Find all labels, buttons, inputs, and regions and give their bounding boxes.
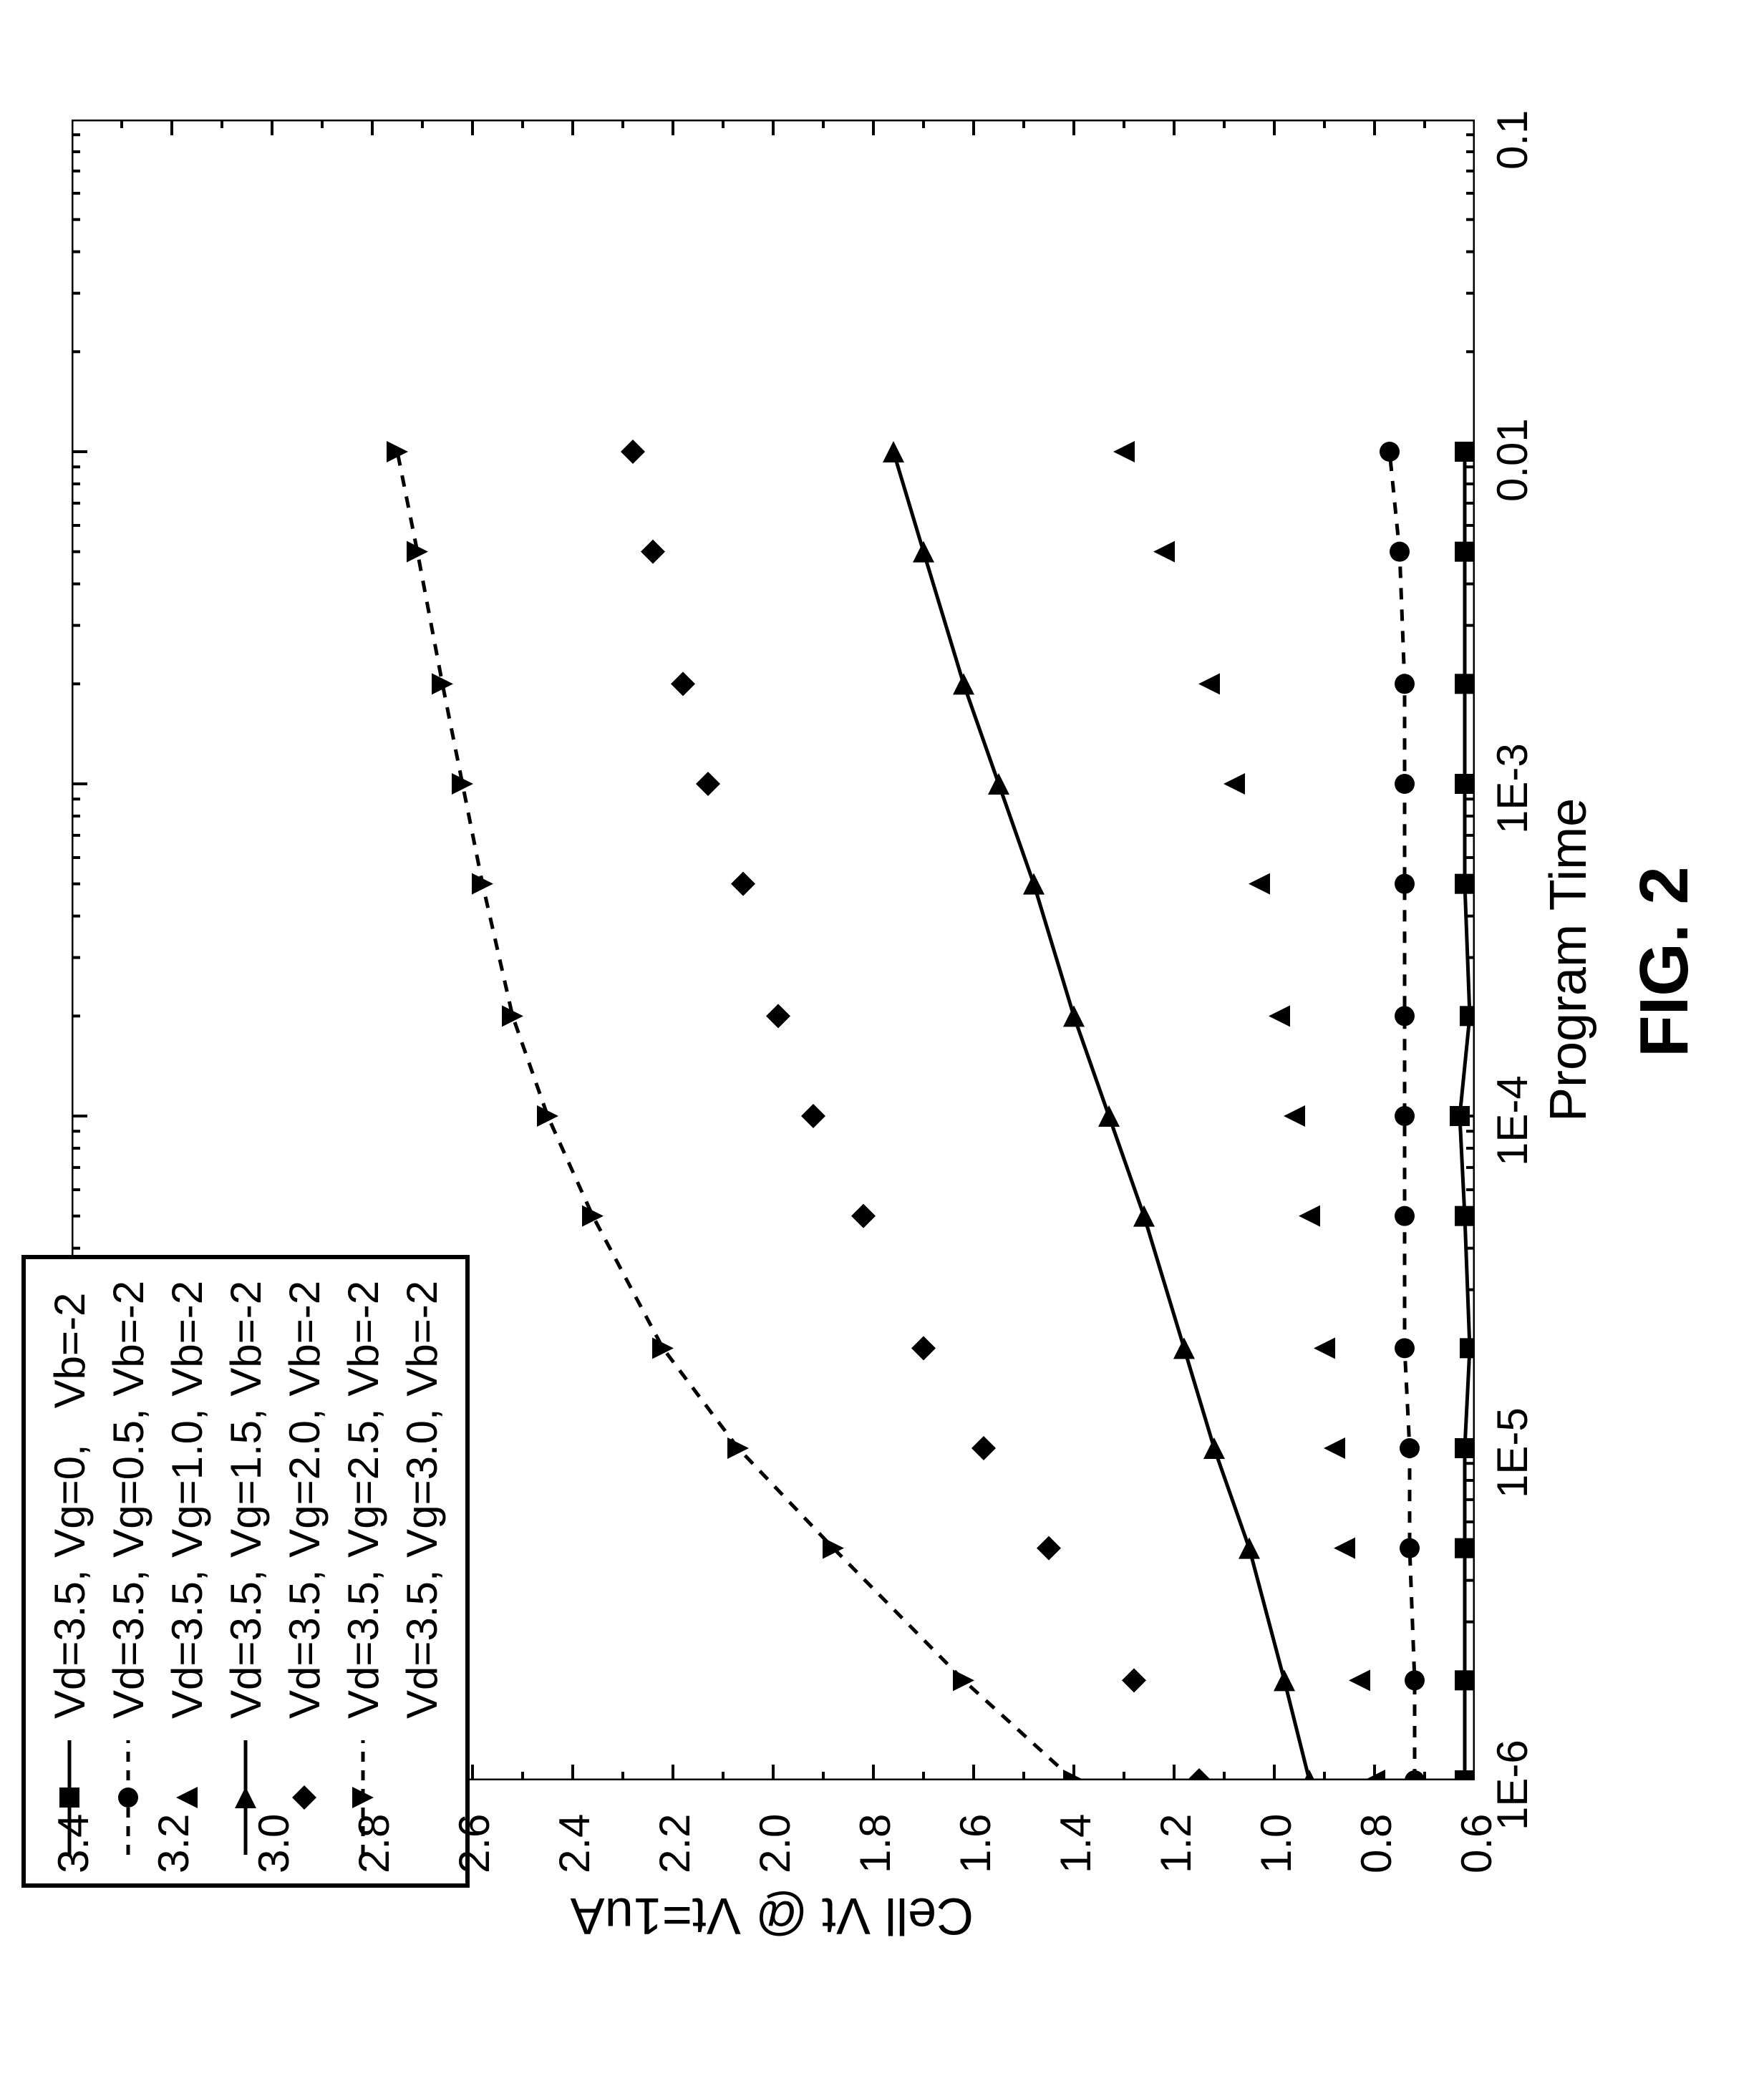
y-tick-label: 3.2 xyxy=(149,1814,198,1873)
series-s4 xyxy=(621,440,1211,1780)
series-s1 xyxy=(1380,442,1425,1780)
y-tick-label: 0.6 xyxy=(1452,1814,1501,1873)
x-tick-label: 0.1 xyxy=(1488,110,1537,170)
y-tick-label: 1.8 xyxy=(850,1814,900,1873)
legend-row: Vd=3.5, Vg=3.0, Vb=-2 xyxy=(392,1281,451,1862)
legend-box: Vd=3.5, Vg=0, Vb=-2Vd=3.5, Vg=0.5, Vb=-2… xyxy=(21,1255,470,1888)
legend-row: Vd=3.5, Vg=0, Vb=-2 xyxy=(40,1281,99,1862)
legend-label: Vd=3.5, Vg=2.0, Vb=-2 xyxy=(280,1281,329,1719)
legend-label: Vd=3.5, Vg=0, Vb=-2 xyxy=(45,1293,94,1719)
y-tick-label: 3.4 xyxy=(49,1814,98,1873)
legend-row: Vd=3.5, Vg=2.5, Vb=-2 xyxy=(334,1281,392,1862)
y-tick-label: 1.4 xyxy=(1051,1814,1100,1873)
figure-caption: FIG. 2 xyxy=(1625,866,1704,1057)
legend-label: Vd=3.5, Vg=1.0, Vb=-2 xyxy=(163,1281,212,1719)
page-canvas: Cell Vt @ Vt=1uA Program Time Vd=3.5, Vg… xyxy=(0,0,1764,2081)
y-tick-label: 2.8 xyxy=(349,1814,399,1873)
y-tick-label: 2.2 xyxy=(650,1814,699,1873)
legend-label: Vd=3.5, Vg=0.5, Vb=-2 xyxy=(104,1281,153,1719)
legend-label: Vd=3.5, Vg=1.5, Vb=-2 xyxy=(221,1281,271,1719)
legend-label: Vd=3.5, Vg=2.5, Vb=-2 xyxy=(339,1281,388,1719)
y-tick-label: 1.6 xyxy=(951,1814,1000,1873)
series-s3 xyxy=(883,441,1320,1780)
page-rotated: Cell Vt @ Vt=1uA Program Time Vd=3.5, Vg… xyxy=(0,317,1764,2081)
y-tick-label: 2.6 xyxy=(450,1814,499,1873)
legend-label: Vd=3.5, Vg=3.0, Vb=-2 xyxy=(397,1281,447,1719)
y-tick-label: 1.2 xyxy=(1151,1814,1201,1873)
x-tick-label: 1E-3 xyxy=(1488,743,1537,834)
y-tick-label: 1.0 xyxy=(1251,1814,1301,1873)
legend-row: Vd=3.5, Vg=1.0, Vb=-2 xyxy=(158,1281,216,1862)
series-s2 xyxy=(1113,441,1385,1780)
y-axis-label: Cell Vt @ Vt=1uA xyxy=(571,1886,974,1945)
x-tick-label: 0.01 xyxy=(1488,418,1537,502)
legend-row: Vd=3.5, Vg=0.5, Vb=-2 xyxy=(99,1281,158,1862)
series-s5 xyxy=(387,441,1085,1780)
y-tick-label: 0.8 xyxy=(1352,1814,1401,1873)
legend-row: Vd=3.5, Vg=2.0, Vb=-2 xyxy=(275,1281,334,1862)
y-tick-label: 2.0 xyxy=(750,1814,800,1873)
legend-row: Vd=3.5, Vg=1.5, Vb=-2 xyxy=(216,1281,275,1862)
legend-marker-icon xyxy=(392,1733,451,1862)
y-tick-label: 3.0 xyxy=(249,1814,299,1873)
x-tick-label: 1E-5 xyxy=(1488,1407,1537,1498)
x-axis-label: Program Time xyxy=(1539,798,1598,1122)
y-tick-label: 2.4 xyxy=(550,1814,599,1873)
x-tick-label: 1E-4 xyxy=(1488,1075,1537,1166)
